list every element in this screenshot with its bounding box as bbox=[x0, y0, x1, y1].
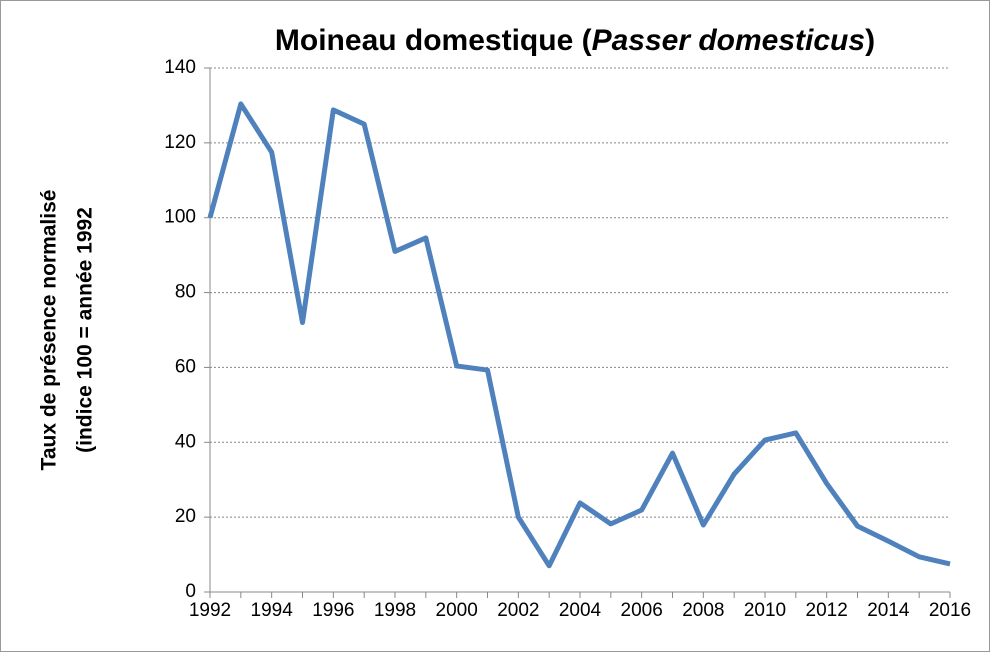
y-axis-label: (indice 100 = année 1992 bbox=[74, 207, 97, 453]
y-tick-label: 120 bbox=[164, 132, 196, 153]
title-part: Moineau domestique ( bbox=[275, 24, 592, 57]
x-tick-label: 2010 bbox=[744, 600, 786, 621]
x-tick-label: 1998 bbox=[374, 600, 416, 621]
x-tick-label: 2014 bbox=[867, 600, 910, 621]
x-tick-label: 2002 bbox=[497, 600, 539, 621]
x-tick-label: 2012 bbox=[806, 600, 848, 621]
x-tick-label: 2016 bbox=[929, 600, 971, 621]
y-tick-label: 80 bbox=[175, 282, 196, 303]
y-tick-label: 140 bbox=[164, 57, 196, 78]
y-tick-label: 100 bbox=[164, 207, 196, 228]
y-tick-label: 40 bbox=[175, 431, 196, 452]
title-part: Passer domesticus bbox=[592, 24, 865, 57]
x-tick-label: 1996 bbox=[312, 600, 354, 621]
title-part: ) bbox=[865, 24, 875, 57]
x-tick-label: 2006 bbox=[621, 600, 663, 621]
y-axis-label: Taux de présence normalisé bbox=[38, 190, 61, 471]
x-tick-label: 1992 bbox=[189, 600, 231, 621]
x-tick-label: 1994 bbox=[251, 600, 294, 621]
data-line bbox=[207, 101, 951, 569]
y-tick-label: 60 bbox=[175, 356, 196, 377]
x-tick-label: 2000 bbox=[436, 600, 478, 621]
x-tick-label: 2004 bbox=[559, 600, 602, 621]
y-tick-label: 20 bbox=[175, 506, 196, 527]
x-tick-label: 2008 bbox=[682, 600, 724, 621]
chart-title: Moineau domestique (Passer domesticus) bbox=[275, 24, 875, 57]
y-tick-label: 0 bbox=[185, 581, 196, 602]
